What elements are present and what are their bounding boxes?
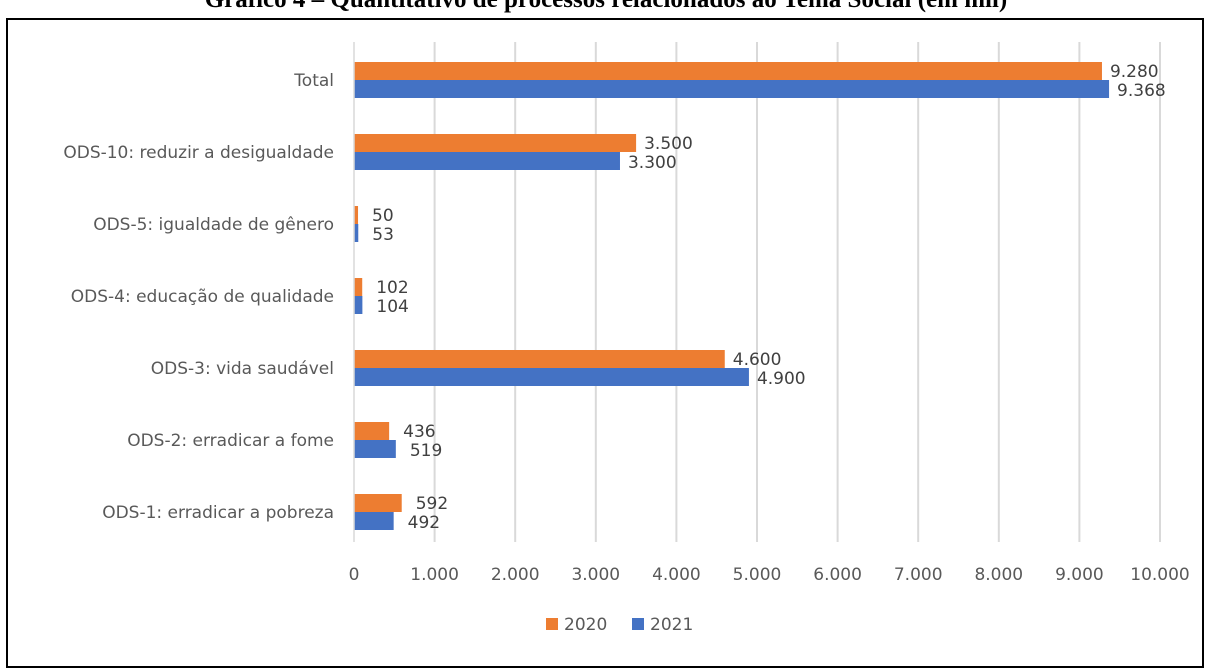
bar-2020 <box>354 62 1102 80</box>
data-label: 4.900 <box>757 369 806 389</box>
bar-2020 <box>354 494 402 512</box>
data-label: 492 <box>408 513 440 533</box>
x-tick-label: 3.000 <box>571 565 620 585</box>
chart-frame: Total ODS-10: reduzir a desigualdade ODS-5… <box>6 18 1204 668</box>
legend: 2020 2021 <box>546 615 693 635</box>
data-label: 53 <box>372 225 394 245</box>
bar-2020 <box>354 350 725 368</box>
bar-2020 <box>354 422 390 440</box>
x-tick-label: 8.000 <box>974 565 1023 585</box>
category-label: Total <box>293 71 334 91</box>
category-label: ODS-3: vida saudável <box>151 359 334 379</box>
bar-2021 <box>354 440 396 458</box>
data-label: 3.500 <box>644 134 693 154</box>
data-label: 9.280 <box>1110 62 1159 82</box>
category-labels: Total ODS-10: reduzir a desigualdade ODS-5… <box>63 71 334 523</box>
x-tick-label: 6.000 <box>813 565 862 585</box>
category-label: ODS-4: educação de qualidade <box>71 287 334 307</box>
category-label: ODS-5: igualdade de gênero <box>93 215 334 235</box>
bar-2021 <box>354 80 1110 98</box>
legend-label-2020: 2020 <box>564 615 607 635</box>
bar-2021 <box>354 224 359 242</box>
data-label: 519 <box>410 441 442 461</box>
category-label: ODS-2: erradicar a fome <box>127 431 334 451</box>
bar-2020 <box>354 278 363 296</box>
bar-2021 <box>354 296 363 314</box>
category-label: ODS-10: reduzir a desigualdade <box>63 143 334 163</box>
data-label: 592 <box>416 494 448 514</box>
bar-2021 <box>354 152 620 170</box>
bars <box>354 62 1110 530</box>
chart-title: Gráfico 4 – Quantitativo de processos re… <box>0 0 1212 14</box>
data-label: 9.368 <box>1117 81 1166 101</box>
x-tick-label: 4.000 <box>652 565 701 585</box>
category-label: ODS-1: erradicar a pobreza <box>102 503 334 523</box>
data-label: 4.600 <box>733 350 782 370</box>
bar-chart: Total ODS-10: reduzir a desigualdade ODS-5… <box>63 42 1190 635</box>
bar-2020 <box>354 134 637 152</box>
bar-2020 <box>354 206 359 224</box>
legend-swatch-2021 <box>632 618 644 630</box>
data-label: 50 <box>372 206 394 226</box>
bar-2021 <box>354 512 394 530</box>
x-tick-label: 5.000 <box>733 565 782 585</box>
x-tick-label: 7.000 <box>894 565 943 585</box>
x-tick-label: 10.000 <box>1130 565 1189 585</box>
x-tick-label: 1.000 <box>410 565 459 585</box>
x-tick-label: 0 <box>349 565 360 585</box>
x-tick-label: 2.000 <box>491 565 540 585</box>
data-label: 3.300 <box>628 153 677 173</box>
tick-labels: 0 1.000 2.000 3.000 4.000 5.000 6.000 7.000 8.00… <box>349 565 1190 585</box>
data-label: 102 <box>376 278 408 298</box>
bar-2021 <box>354 368 749 386</box>
data-label: 104 <box>376 297 408 317</box>
data-label: 436 <box>403 422 435 442</box>
legend-label-2021: 2021 <box>650 615 693 635</box>
x-tick-label: 9.000 <box>1055 565 1104 585</box>
gridlines <box>433 42 1161 542</box>
legend-swatch-2020 <box>546 618 558 630</box>
